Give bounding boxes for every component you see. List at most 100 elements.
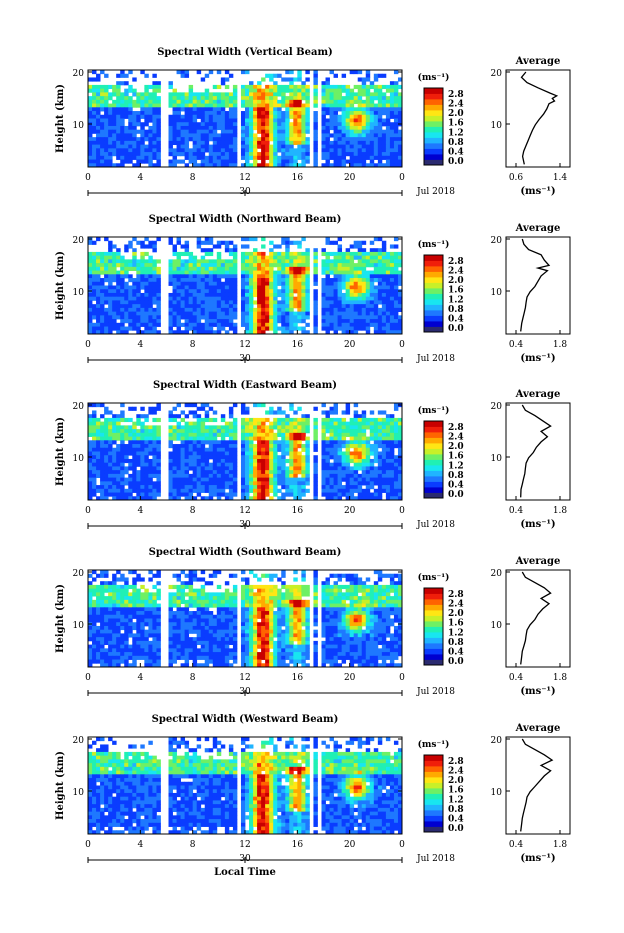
heatmap-cell bbox=[338, 145, 342, 149]
heatmap-cell bbox=[88, 463, 92, 467]
heatmap-cell bbox=[321, 286, 325, 290]
heatmap-cell bbox=[152, 452, 156, 456]
heatmap-cell bbox=[169, 137, 173, 141]
heatmap-cell bbox=[342, 152, 346, 156]
heatmap-cell bbox=[229, 481, 233, 485]
heatmap-cell bbox=[342, 271, 346, 275]
heatmap-cell bbox=[273, 278, 277, 282]
heatmap-cell bbox=[350, 274, 354, 278]
heatmap-cell bbox=[128, 304, 132, 308]
heatmap-cell bbox=[285, 100, 289, 104]
heatmap-cell bbox=[321, 122, 325, 126]
heatmap-cell bbox=[301, 274, 305, 278]
heatmap-cell bbox=[124, 115, 128, 119]
heatmap-cell bbox=[269, 315, 273, 319]
heatmap-cell bbox=[221, 81, 225, 85]
heatmap-cell bbox=[112, 414, 116, 418]
heatmap-cell bbox=[148, 570, 152, 574]
heatmap-cell bbox=[112, 327, 116, 331]
heatmap-cell bbox=[173, 286, 177, 290]
heatmap-cell bbox=[326, 444, 330, 448]
heatmap-cell bbox=[342, 463, 346, 467]
heatmap-cell bbox=[128, 156, 132, 160]
heatmap-cell bbox=[249, 293, 253, 297]
heatmap-cell bbox=[354, 474, 358, 478]
heatmap-cell bbox=[217, 304, 221, 308]
heatmap-cell bbox=[301, 252, 305, 256]
heatmap-cell bbox=[229, 433, 233, 437]
heatmap-cell bbox=[297, 89, 301, 93]
heatmap-cell bbox=[269, 323, 273, 327]
heatmap-cell bbox=[366, 278, 370, 282]
heatmap-cell bbox=[321, 425, 325, 429]
heatmap-cell bbox=[273, 422, 277, 426]
heatmap-cell bbox=[297, 407, 301, 411]
heatmap-cell bbox=[289, 418, 293, 422]
heatmap-cell bbox=[177, 300, 181, 304]
heatmap-cell bbox=[358, 315, 362, 319]
heatmap-cell bbox=[112, 433, 116, 437]
heatmap-cell bbox=[229, 485, 233, 489]
heatmap-cell bbox=[358, 289, 362, 293]
heatmap-cell bbox=[241, 478, 245, 482]
heatmap-cell bbox=[265, 300, 269, 304]
heatmap-cell bbox=[338, 252, 342, 256]
heatmap-cell bbox=[189, 107, 193, 111]
heatmap-cell bbox=[394, 96, 398, 100]
heatmap-cell bbox=[265, 481, 269, 485]
heatmap-cell bbox=[189, 289, 193, 293]
heatmap-cell bbox=[156, 259, 160, 263]
heatmap-cell bbox=[205, 425, 209, 429]
heatmap-cell bbox=[297, 263, 301, 267]
heatmap-cell bbox=[390, 278, 394, 282]
heatmap-cell bbox=[241, 474, 245, 478]
heatmap-cell bbox=[148, 271, 152, 275]
heatmap-cell bbox=[378, 422, 382, 426]
heatmap-cell bbox=[321, 429, 325, 433]
heatmap-cell bbox=[265, 319, 269, 323]
colorbar-segment bbox=[424, 454, 443, 460]
heatmap-cell bbox=[201, 289, 205, 293]
heatmap-cell bbox=[305, 289, 309, 293]
heatmap-cell bbox=[326, 85, 330, 89]
heatmap-cell bbox=[378, 437, 382, 441]
heatmap-cell bbox=[297, 459, 301, 463]
heatmap-cell bbox=[350, 312, 354, 316]
heatmap-cell bbox=[201, 455, 205, 459]
heatmap-cell bbox=[136, 304, 140, 308]
heatmap-cell bbox=[346, 89, 350, 93]
heatmap-cell bbox=[257, 289, 261, 293]
heatmap-cell bbox=[221, 463, 225, 467]
heatmap-cell bbox=[366, 77, 370, 81]
heatmap-cell bbox=[100, 293, 104, 297]
heatmap-cell bbox=[120, 300, 124, 304]
heatmap-cell bbox=[321, 418, 325, 422]
heatmap-cell bbox=[269, 89, 273, 93]
heatmap-cell bbox=[108, 323, 112, 327]
heatmap-cell bbox=[321, 126, 325, 130]
heatmap-cell bbox=[313, 81, 317, 85]
heatmap-cell bbox=[132, 463, 136, 467]
heatmap-cell bbox=[152, 81, 156, 85]
heatmap-cell bbox=[120, 315, 124, 319]
heatmap-cell bbox=[289, 92, 293, 96]
heatmap-cell bbox=[257, 259, 261, 263]
heatmap-cell bbox=[148, 148, 152, 152]
heatmap-cell bbox=[370, 241, 374, 245]
heatmap-cell bbox=[378, 293, 382, 297]
heatmap-cell bbox=[233, 478, 237, 482]
heatmap-cell bbox=[112, 85, 116, 89]
heatmap-cell bbox=[156, 315, 160, 319]
heatmap-cell bbox=[378, 130, 382, 134]
heatmap-cell bbox=[390, 440, 394, 444]
heatmap-cell bbox=[253, 248, 257, 252]
heatmap-cell bbox=[273, 152, 277, 156]
heatmap-cell bbox=[108, 474, 112, 478]
heatmap-cell bbox=[342, 444, 346, 448]
heatmap-cell bbox=[374, 271, 378, 275]
heatmap-cell bbox=[362, 440, 366, 444]
heatmap-cell bbox=[285, 304, 289, 308]
heatmap-cell bbox=[108, 141, 112, 145]
heatmap-cell bbox=[390, 100, 394, 104]
heatmap-cell bbox=[257, 448, 261, 452]
